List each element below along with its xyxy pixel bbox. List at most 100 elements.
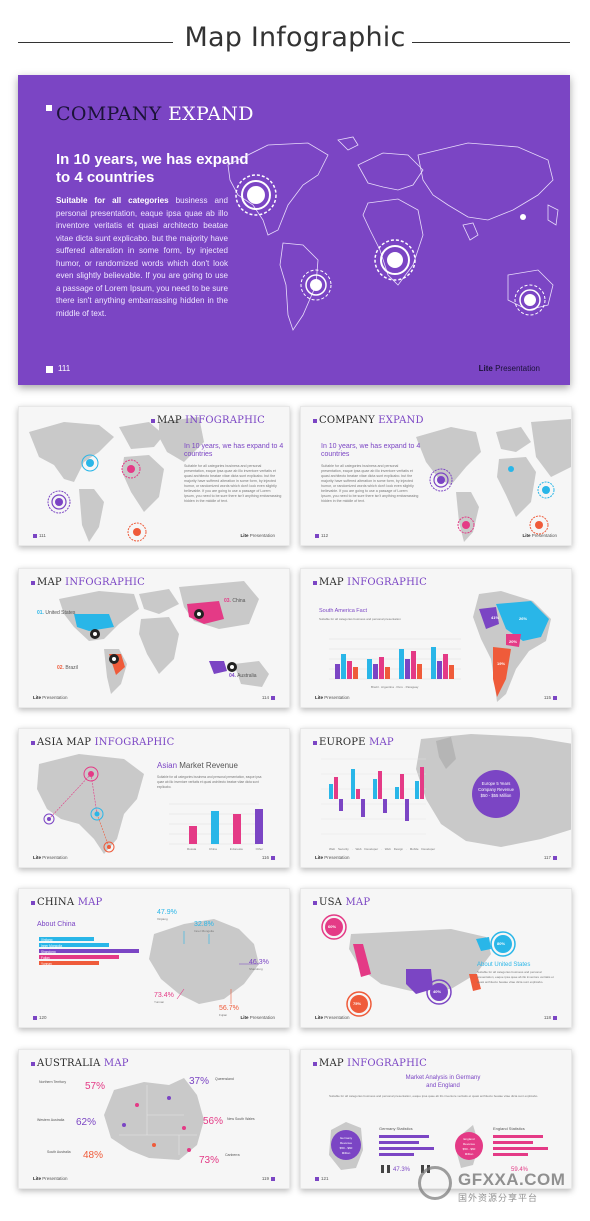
marker-pink bbox=[127, 465, 135, 473]
card-body: Suitable for all categories business and… bbox=[321, 464, 419, 503]
card-subtitle: About China bbox=[37, 921, 76, 928]
slide-thumb-china-map[interactable]: CHINA MAP About China Xinjiang Inner Mong… bbox=[18, 888, 290, 1028]
region-pct-4: 56% bbox=[203, 1116, 224, 1127]
hero-marker-america bbox=[235, 174, 277, 216]
card-brand: Lite Presentation bbox=[315, 855, 350, 860]
card-body: Suitable for all categories business and… bbox=[329, 1094, 539, 1098]
region-florida bbox=[469, 974, 481, 991]
page-square-icon bbox=[33, 1016, 37, 1020]
label-02: 02. Brazil bbox=[57, 665, 78, 671]
watermark-subtitle: 国外资源分享平台 bbox=[458, 1193, 539, 1203]
title-square-icon bbox=[313, 581, 317, 585]
bar-other bbox=[255, 809, 263, 844]
slide-thumb-usa-map[interactable]: USA MAP 60% 80% 75% 40% About United Sta… bbox=[300, 888, 572, 1028]
region-pct-2: 37% bbox=[189, 1076, 210, 1087]
stat-fujian: 56.7% Fujian bbox=[219, 1005, 239, 1017]
bar-cluster-3 bbox=[373, 771, 387, 813]
card-title: MAP INFOGRAPHIC bbox=[319, 1058, 427, 1069]
stat-xinjiang: 47.9% Xinjiang bbox=[157, 909, 177, 921]
card-title: EUROPE MAP bbox=[319, 737, 394, 748]
slide-thumb-asia-map[interactable]: ASIA MAP INFOGRAPHIC Asian Market Revenu… bbox=[18, 728, 290, 868]
region-label-4: New South Wales bbox=[227, 1117, 255, 1121]
pct-circle-1 bbox=[325, 918, 343, 936]
bar-xinjiang bbox=[39, 937, 94, 941]
title-square-icon bbox=[313, 901, 317, 905]
slide-thumb-map-infographic-2[interactable]: MAP INFOGRAPHIC 01. United States 02. Br… bbox=[18, 568, 290, 708]
slide-thumb-south-america[interactable]: MAP INFOGRAPHIC South America Fact Suita… bbox=[300, 568, 572, 708]
page-square-icon bbox=[553, 856, 557, 860]
card-title: MAP INFOGRAPHIC bbox=[319, 577, 427, 588]
slide-thumb-europe-map[interactable]: EUROPE MAP Europe 5 Years Company Revenue… bbox=[300, 728, 572, 868]
pct-label-1: 60% bbox=[328, 924, 337, 929]
marker-china bbox=[94, 811, 100, 817]
germany-pct: 47.3% bbox=[393, 1167, 411, 1173]
watermark-logo-icon bbox=[418, 1166, 452, 1200]
slide-thumb-australia-map[interactable]: AUSTRALIA MAP Northern Territory 57% 37%… bbox=[18, 1049, 290, 1189]
card-headline: In 10 years, we has expand to 4 countrie… bbox=[184, 443, 284, 458]
chart-categories: Russia China Indonesia Other bbox=[187, 847, 264, 851]
card-page-number: 117 bbox=[543, 855, 551, 860]
south-america-chart bbox=[329, 591, 551, 702]
marker-purple bbox=[437, 476, 445, 484]
world-map-highlight bbox=[59, 581, 269, 694]
card-brand: Lite Presentation bbox=[315, 1015, 350, 1020]
hero-title-dark: COMPANY bbox=[56, 103, 162, 125]
bar-group-4 bbox=[431, 647, 454, 679]
page-square-icon bbox=[271, 696, 275, 700]
pct-label-2: 80% bbox=[497, 941, 506, 946]
region-australia bbox=[209, 661, 227, 674]
region-new-york bbox=[476, 937, 491, 951]
hero-body: Suitable for all categories business and… bbox=[56, 195, 228, 320]
page-square-icon bbox=[33, 534, 37, 538]
region-texas bbox=[406, 969, 433, 994]
bar-cluster-5 bbox=[415, 767, 424, 799]
region-label-2: Queensland bbox=[215, 1077, 234, 1081]
hero-dot bbox=[520, 214, 526, 220]
region-paraguay bbox=[506, 634, 521, 647]
label-03: 03. China bbox=[224, 598, 246, 604]
marker-orange bbox=[133, 528, 141, 536]
region-california bbox=[353, 944, 371, 977]
card-brand: Lite Presentation bbox=[33, 695, 68, 700]
card-subtitle: Asian Market Revenue bbox=[157, 761, 238, 770]
label-01: 01. United States bbox=[37, 610, 76, 616]
australia-map-chart bbox=[104, 1078, 204, 1160]
card-brand: Lite Presentation bbox=[240, 533, 275, 538]
card-body: Suitable for all categories business and… bbox=[157, 775, 262, 789]
hero-page-number: 111 bbox=[58, 364, 71, 373]
marker-blue bbox=[542, 486, 550, 494]
hero-marker-australia bbox=[514, 284, 546, 316]
slide-thumb-company-expand[interactable]: COMPANY EXPAND In 10 years, we has expan… bbox=[300, 406, 572, 546]
pct-label-3: 75% bbox=[353, 1001, 362, 1006]
marker-west bbox=[47, 817, 51, 821]
card-headline: In 10 years, we has expand to 4 countrie… bbox=[321, 443, 421, 458]
germany-badge bbox=[331, 1130, 361, 1160]
marker-blue-small bbox=[508, 466, 514, 472]
card-body: Suitable for all categories business and… bbox=[184, 464, 282, 503]
label-04: 04. Australia bbox=[229, 673, 257, 679]
pct-circle-4 bbox=[430, 983, 448, 1001]
england-badge-text: England Revenue $50 - $60 Million bbox=[462, 1137, 476, 1156]
usa-map-chart bbox=[321, 914, 516, 1017]
hero-slide: COMPANY EXPAND In 10 years, we has expan… bbox=[18, 75, 570, 385]
card-brand: Lite Presentation bbox=[240, 1015, 275, 1020]
card-page-number: 111 bbox=[39, 533, 46, 538]
chart-legend: Brazil · Argentina · Peru · Paraguay bbox=[371, 685, 419, 689]
card-page-number: 120 bbox=[39, 1015, 47, 1020]
watermark: GFXXA.COM 国外资源分享平台 bbox=[418, 1162, 578, 1210]
header-rule-left bbox=[18, 42, 173, 43]
china-map-chart bbox=[39, 919, 259, 1004]
title-square-icon bbox=[31, 581, 35, 585]
region-pct-1: 57% bbox=[85, 1081, 106, 1092]
pct-label-4: 40% bbox=[433, 989, 442, 994]
hero-headline: In 10 years, we has expand to 4 countrie… bbox=[56, 151, 249, 186]
watermark-name: GFXXA.COM bbox=[458, 1170, 566, 1189]
card-title: ASIA MAP INFOGRAPHIC bbox=[37, 737, 175, 748]
region-pct-3: 62% bbox=[76, 1117, 97, 1128]
slide-thumb-germany-england[interactable]: MAP INFOGRAPHIC Market Analysis in Germa… bbox=[300, 1049, 572, 1189]
slide-thumb-map-infographic-1[interactable]: MAP INFOGRAPHIC In 10 years, we has expa… bbox=[18, 406, 290, 546]
marker-purple bbox=[55, 498, 63, 506]
region-label-5: South Australia bbox=[47, 1150, 71, 1154]
card-subtitle: About United States bbox=[477, 962, 531, 968]
pct-peru: 41% bbox=[491, 615, 500, 620]
